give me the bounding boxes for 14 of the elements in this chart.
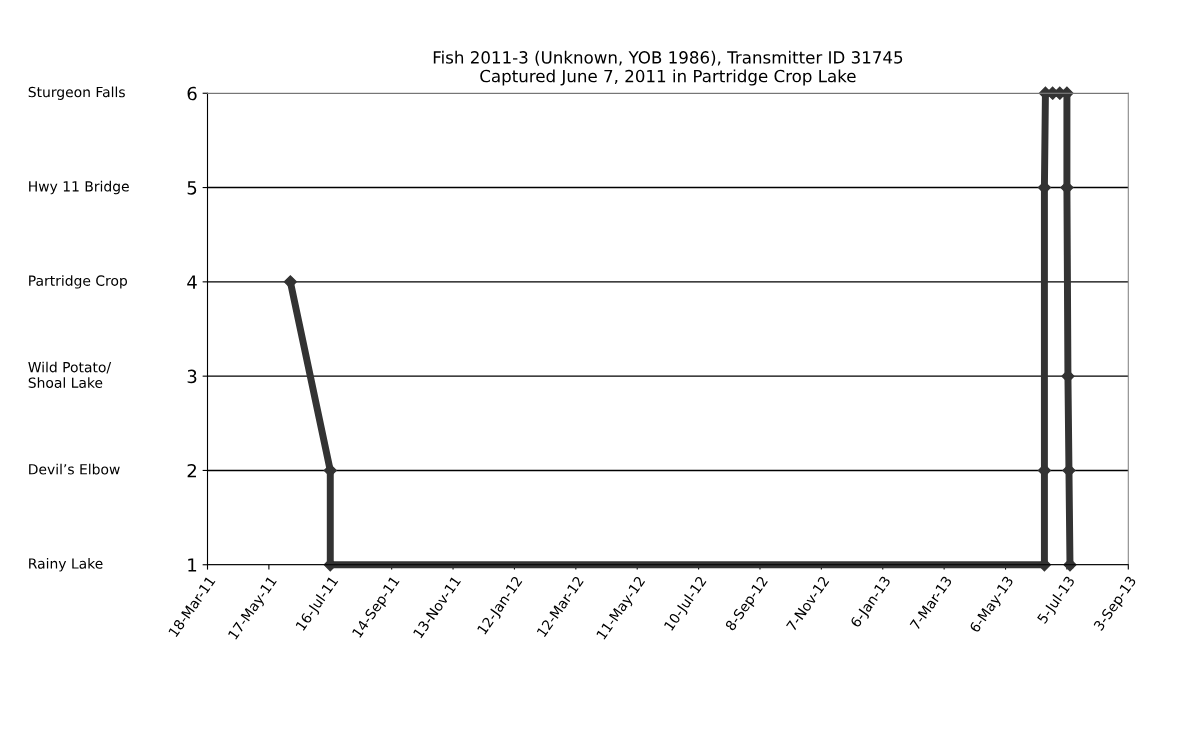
point xyxy=(283,275,297,289)
text: Sturgeon Falls xyxy=(28,86,125,100)
text: Wild Potato/ Shoal Lake xyxy=(28,361,112,388)
text: Devil’s Elbow xyxy=(29,463,120,475)
y-tick-label: 5 xyxy=(187,181,197,195)
y-tick-label: 1 xyxy=(188,558,197,572)
chart-title: Fish 2011-3 (Unknown, YOB 1986), Transmitter ID 31745 Captured June 7, 2011 in Partridge Crop Lake xyxy=(433,50,903,86)
y-tick-label: 6 xyxy=(187,86,197,101)
y-tick-label: 4 xyxy=(187,275,197,289)
y-tick-label: 3 xyxy=(187,369,197,384)
text: Partridge Crop xyxy=(29,275,128,289)
y-tick-label: 2 xyxy=(187,463,196,478)
text: Hwy 11 Bridge xyxy=(29,180,129,195)
text: Rainy Lake xyxy=(29,558,103,572)
